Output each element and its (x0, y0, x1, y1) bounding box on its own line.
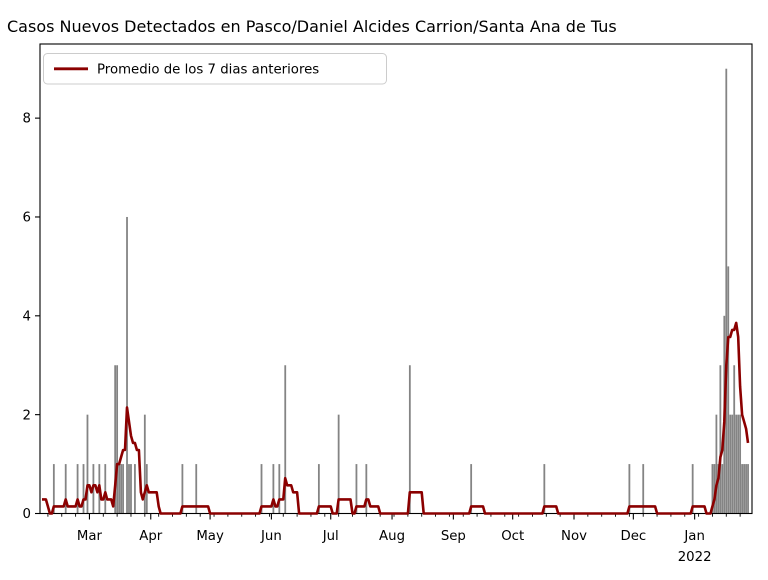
daily-cases-bar (739, 414, 742, 514)
daily-cases-bar (729, 414, 732, 514)
daily-cases-bar (337, 414, 340, 514)
x-tick-label: May (196, 529, 224, 544)
daily-cases-bar (143, 414, 146, 514)
daily-cases-bar (134, 464, 136, 514)
daily-cases-bar (733, 365, 736, 514)
daily-cases-bar (642, 464, 645, 514)
daily-cases-bar (52, 464, 55, 514)
legend: Promedio de los 7 dias anteriores (43, 53, 387, 85)
x-tick-label: Aug (379, 529, 405, 544)
daily-cases-bar (737, 414, 740, 514)
daily-cases-bar (731, 414, 734, 514)
daily-cases-bar (104, 464, 107, 514)
daily-cases-bar (355, 464, 358, 514)
daily-cases-bar (719, 365, 722, 514)
daily-cases-bar (260, 464, 263, 514)
x-tick-label: Mar (77, 529, 103, 544)
daily-cases-bar (365, 464, 368, 514)
daily-cases-bar (691, 464, 694, 514)
daily-cases-bar (747, 464, 749, 514)
daily-cases-bar (408, 365, 411, 514)
daily-cases-bar (284, 365, 287, 514)
y-tick-label: 0 (23, 507, 31, 522)
daily-cases-bar (743, 464, 745, 514)
x-tick-label: Jan (683, 529, 705, 544)
legend-label: Promedio de los 7 dias anteriores (97, 63, 319, 78)
daily-cases-bar (120, 464, 122, 514)
daily-cases-bar (128, 464, 130, 514)
daily-cases-bar (126, 216, 128, 514)
x-tick-label: Apr (139, 529, 163, 544)
daily-cases-bar (727, 266, 730, 514)
rolling-average-line-layer (42, 321, 750, 515)
x-tick-label: Oct (501, 529, 524, 544)
daily-cases-bar (470, 464, 473, 514)
legend-box (43, 53, 387, 85)
daily-cases-bar (118, 464, 121, 514)
daily-cases-bar (725, 68, 728, 514)
daily-cases-bar (130, 464, 132, 514)
daily-cases-bar (735, 414, 738, 514)
y-tick-label: 2 (23, 408, 31, 423)
daily-cases-bar (86, 414, 89, 514)
y-tick-label: 8 (23, 112, 31, 127)
rolling-average-line (42, 321, 750, 515)
daily-cases-bar (317, 464, 320, 514)
daily-cases-bar (82, 464, 85, 514)
daily-cases-bar (64, 464, 67, 514)
daily-cases-bar (717, 464, 720, 514)
daily-cases-bar (741, 464, 744, 514)
y-tick-label: 6 (23, 211, 31, 226)
x-tick-label: Dec (620, 529, 646, 544)
x-tick-label: Sep (441, 529, 466, 544)
daily-cases-bar (745, 464, 747, 514)
daily-cases-bar (713, 464, 716, 514)
x-year-label: 2022 (678, 550, 712, 565)
daily-cases-bar (272, 464, 275, 514)
daily-cases-bar (628, 464, 631, 514)
daily-cases-bar (195, 464, 198, 514)
axes: 0 2 4 6 8 Mar Apr May Jun Jul Aug Sep Oct Nov Dec Jan 20… (23, 43, 753, 565)
daily-cases-bar (711, 464, 714, 514)
daily-cases-bar (114, 365, 117, 514)
x-tick-label: Jul (322, 529, 339, 544)
daily-cases-bar (543, 464, 546, 514)
x-tick-label: Nov (561, 529, 587, 544)
daily-cases-bar (181, 464, 184, 514)
chart-title: Casos Nuevos Detectados en Pasco/Daniel … (7, 17, 617, 36)
daily-cases-bar (721, 464, 724, 514)
y-tick-label: 4 (23, 309, 31, 324)
daily-cases-bar (76, 464, 79, 514)
daily-cases-bar (116, 365, 119, 514)
daily-cases-bar (715, 414, 718, 514)
daily-cases-bar (122, 464, 124, 514)
x-tick-label: Jun (260, 529, 282, 544)
daily-cases-bar (278, 464, 281, 514)
